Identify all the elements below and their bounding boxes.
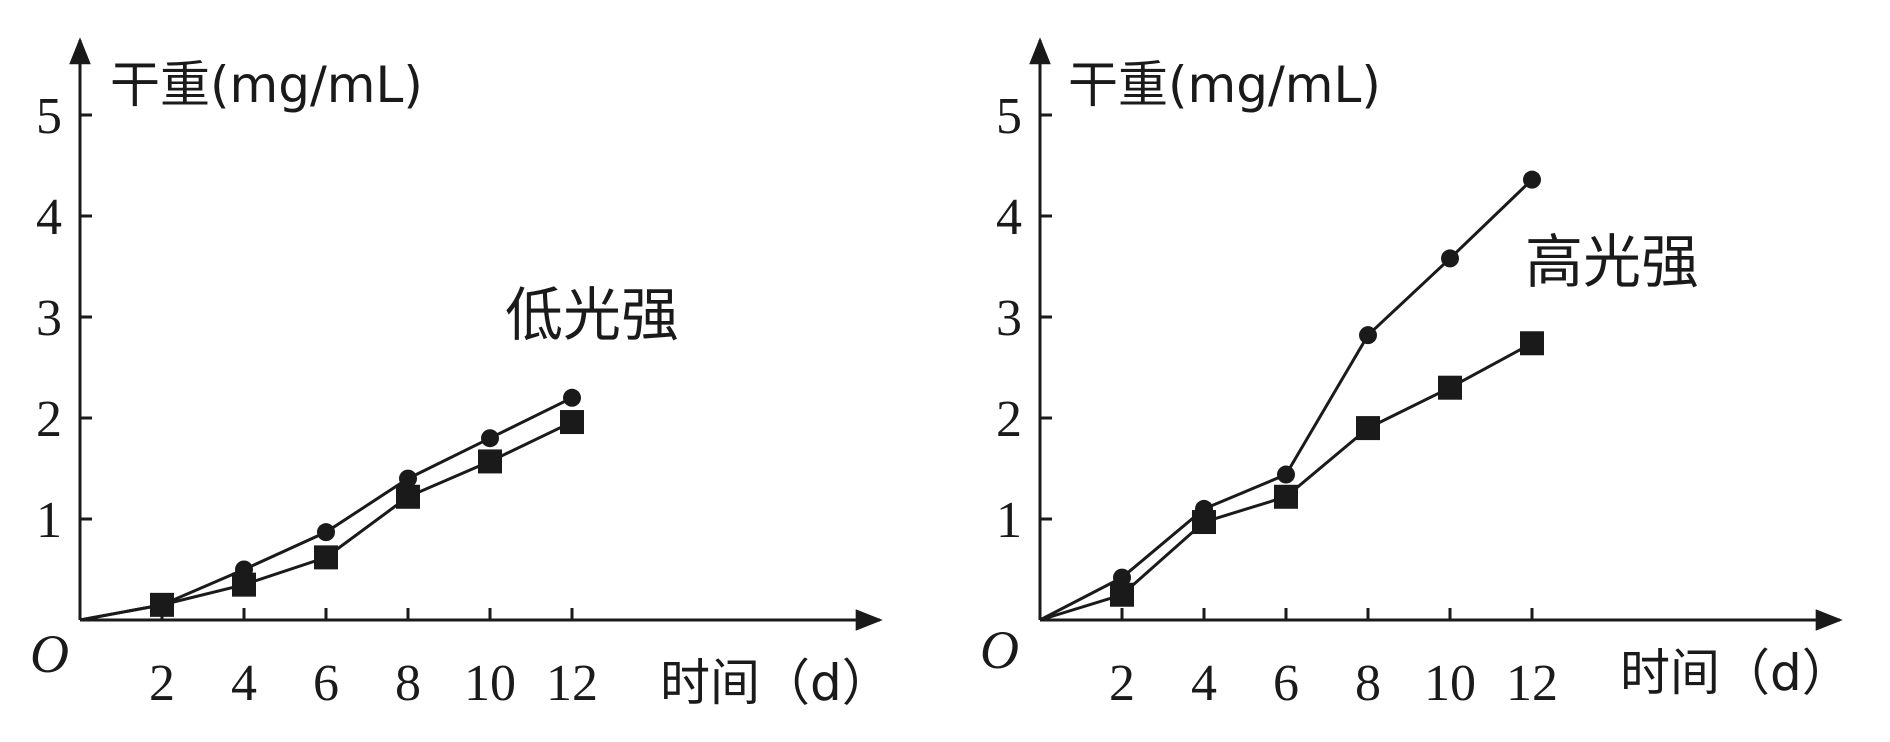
x-tick-label: 6 bbox=[1273, 655, 1299, 712]
x-ticks: 2 4 6 8 10 12 bbox=[149, 608, 598, 712]
x-axis-title: 时间（d） bbox=[1620, 644, 1852, 702]
plot-area bbox=[1039, 170, 1544, 622]
plot-area bbox=[79, 388, 584, 622]
series-annotation: 低光强 bbox=[505, 281, 679, 349]
x-tick-label: 8 bbox=[395, 655, 421, 712]
y-tick-label: 4 bbox=[996, 189, 1022, 246]
data-point-square bbox=[1520, 331, 1544, 356]
y-tick-label: 2 bbox=[996, 391, 1022, 448]
x-tick-label: 10 bbox=[464, 655, 516, 712]
data-point-square bbox=[1192, 510, 1216, 535]
data-point-circle bbox=[1523, 170, 1541, 189]
x-tick-label: 12 bbox=[1506, 655, 1558, 712]
x-ticks: 2 4 6 8 10 12 bbox=[1109, 608, 1558, 712]
data-point-square bbox=[232, 572, 256, 597]
origin-label: O bbox=[30, 624, 69, 684]
y-tick-label: 4 bbox=[36, 189, 62, 246]
y-tick-label: 1 bbox=[996, 492, 1022, 549]
data-point-square bbox=[1356, 416, 1380, 441]
y-tick-label: 2 bbox=[36, 391, 62, 448]
y-axis-title: 干重(mg/mL) bbox=[110, 56, 423, 114]
x-axis-title: 时间（d） bbox=[660, 654, 892, 712]
origin-label: O bbox=[980, 620, 1019, 680]
data-point-square bbox=[1110, 582, 1134, 607]
data-point-circle bbox=[481, 429, 499, 448]
data-point-square bbox=[150, 592, 174, 617]
data-point-square bbox=[1438, 375, 1462, 400]
y-tick-label: 5 bbox=[36, 88, 62, 145]
data-point-square bbox=[396, 484, 420, 509]
data-point-square bbox=[560, 410, 584, 435]
data-point-circle bbox=[1113, 568, 1131, 587]
data-point-square bbox=[314, 545, 338, 570]
data-point-circle bbox=[563, 388, 581, 407]
y-ticks: 1 2 3 4 5 bbox=[996, 88, 1052, 549]
series-annotation: 高光强 bbox=[1525, 228, 1699, 296]
x-tick-label: 4 bbox=[1191, 655, 1217, 712]
x-tick-label: 12 bbox=[546, 655, 598, 712]
y-tick-label: 1 bbox=[36, 492, 62, 549]
y-tick-label: 3 bbox=[996, 290, 1022, 347]
data-point-circle bbox=[1441, 249, 1459, 268]
data-point-square bbox=[478, 449, 502, 474]
y-tick-label: 3 bbox=[36, 290, 62, 347]
data-point-circle bbox=[1359, 326, 1377, 345]
x-tick-label: 2 bbox=[149, 655, 175, 712]
x-tick-label: 8 bbox=[1355, 655, 1381, 712]
x-tick-label: 6 bbox=[313, 655, 339, 712]
x-tick-label: 4 bbox=[231, 655, 257, 712]
data-point-circle bbox=[1277, 465, 1295, 484]
data-point-square bbox=[1274, 484, 1298, 509]
x-tick-label: 2 bbox=[1109, 655, 1135, 712]
y-ticks: 1 2 3 4 5 bbox=[36, 88, 92, 549]
x-tick-label: 10 bbox=[1424, 655, 1476, 712]
y-axis-title: 干重(mg/mL) bbox=[1068, 56, 1381, 114]
series-line-circle bbox=[79, 396, 573, 622]
data-point-circle bbox=[317, 523, 335, 542]
y-tick-label: 5 bbox=[996, 88, 1022, 145]
series-line-circle bbox=[1039, 178, 1534, 622]
data-point-circle bbox=[399, 469, 417, 488]
